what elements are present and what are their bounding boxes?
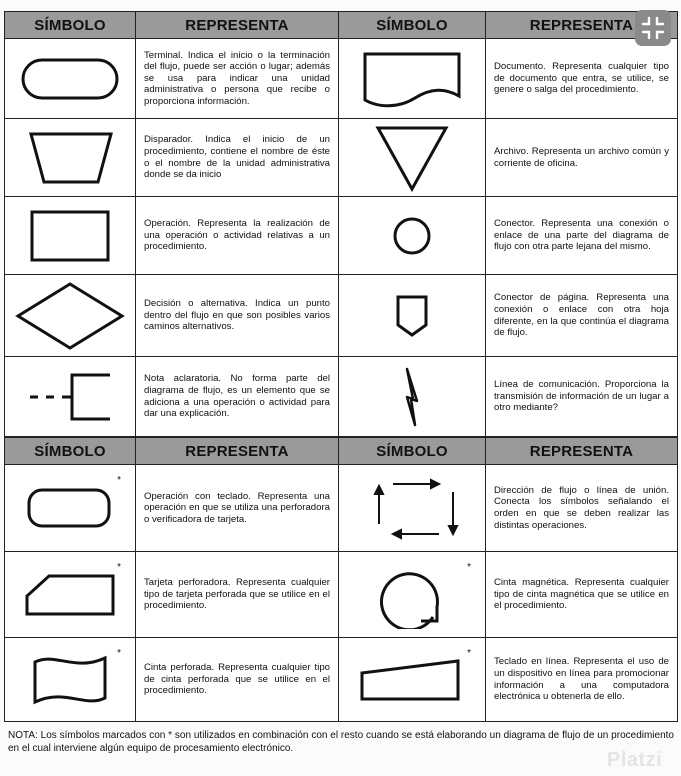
table-row: * Cinta perforada. Representa cualquier … <box>4 637 678 722</box>
header-represents: REPRESENTA <box>135 437 339 465</box>
punched-tape-symbol-icon: * <box>4 637 136 722</box>
document-symbol-icon <box>338 38 486 119</box>
header-symbol: SÍMBOLO <box>338 437 486 465</box>
decision-symbol-icon <box>4 274 136 357</box>
connector-description: Conector. Representa una conexión o enla… <box>485 196 678 275</box>
annotation-description: Nota aclaratoria. No forma parte del dia… <box>135 356 339 437</box>
online-keyboard-symbol-icon: * <box>338 637 486 722</box>
operation-description: Operación. Representa la realización de … <box>135 196 339 275</box>
table-row: Operación. Representa la realización de … <box>4 196 678 275</box>
flow-direction-description: Dirección de flujo o línea de unión. Con… <box>485 464 678 552</box>
header-symbol: SÍMBOLO <box>338 11 486 39</box>
punched-card-description: Tarjeta perforadora. Representa cualquie… <box>135 551 339 638</box>
symbols-table-1: SÍMBOLO REPRESENTA SÍMBOLO REPRESENTA Te… <box>4 11 678 437</box>
document-description: Documento. Representa cualquier tipo de … <box>485 38 678 119</box>
flow-direction-symbol-icon <box>338 464 486 552</box>
annotation-symbol-icon <box>4 356 136 437</box>
connector-symbol-icon <box>338 196 486 275</box>
table-row: * Tarjeta perforadora. Representa cualqu… <box>4 551 678 638</box>
table-row: Decisión o alternativa. Indica un punto … <box>4 274 678 357</box>
symbols-table-2: SÍMBOLO REPRESENTA SÍMBOLO REPRESENTA * … <box>4 437 678 722</box>
table-row: Nota aclaratoria. No forma parte del dia… <box>4 356 678 437</box>
table-row: Terminal. Indica el inicio o la terminac… <box>4 38 678 119</box>
electronic-mark: * <box>117 562 121 573</box>
decision-description: Decisión o alternativa. Indica un punto … <box>135 274 339 357</box>
header-represents: REPRESENTA <box>135 11 339 39</box>
keyboard-operation-symbol-icon: * <box>4 464 136 552</box>
electronic-mark: * <box>467 648 471 659</box>
archive-symbol-icon <box>338 118 486 197</box>
punched-tape-description: Cinta perforada. Representa cualquier ti… <box>135 637 339 722</box>
header-represents: REPRESENTA <box>485 437 678 465</box>
magnetic-tape-symbol-icon: * <box>338 551 486 638</box>
terminal-description: Terminal. Indica el inicio o la terminac… <box>135 38 339 119</box>
archive-description: Archivo. Representa un archivo común y c… <box>485 118 678 197</box>
header-symbol: SÍMBOLO <box>4 437 136 465</box>
magnetic-tape-description: Cinta magnética. Representa cualquier ti… <box>485 551 678 638</box>
footnote: NOTA: Los símbolos marcados con * son ut… <box>8 730 674 754</box>
collapse-fullscreen-icon <box>641 16 665 40</box>
platzi-watermark: Platzi <box>607 749 663 771</box>
table-header-row: SÍMBOLO REPRESENTA SÍMBOLO REPRESENTA <box>4 11 678 39</box>
trigger-description: Disparador. Indica el inicio de un proce… <box>135 118 339 197</box>
electronic-mark: * <box>467 562 471 573</box>
online-keyboard-description: Teclado en línea. Representa el uso de u… <box>485 637 678 722</box>
page-connector-symbol-icon <box>338 274 486 357</box>
collapse-fullscreen-button[interactable] <box>635 10 671 46</box>
trigger-symbol-icon <box>4 118 136 197</box>
table-header-row: SÍMBOLO REPRESENTA SÍMBOLO REPRESENTA <box>4 437 678 465</box>
electronic-mark: * <box>117 648 121 659</box>
electronic-mark: * <box>117 475 121 486</box>
table-row: * Operación con teclado. Representa una … <box>4 464 678 552</box>
punched-card-symbol-icon: * <box>4 551 136 638</box>
communication-line-symbol-icon <box>338 356 486 437</box>
communication-line-description: Línea de comunicación. Proporciona la tr… <box>485 356 678 437</box>
header-symbol: SÍMBOLO <box>4 11 136 39</box>
terminal-symbol-icon <box>4 38 136 119</box>
page-connector-description: Conector de página. Representa una conex… <box>485 274 678 357</box>
operation-symbol-icon <box>4 196 136 275</box>
table-row: Disparador. Indica el inicio de un proce… <box>4 118 678 197</box>
keyboard-operation-description: Operación con teclado. Representa una op… <box>135 464 339 552</box>
